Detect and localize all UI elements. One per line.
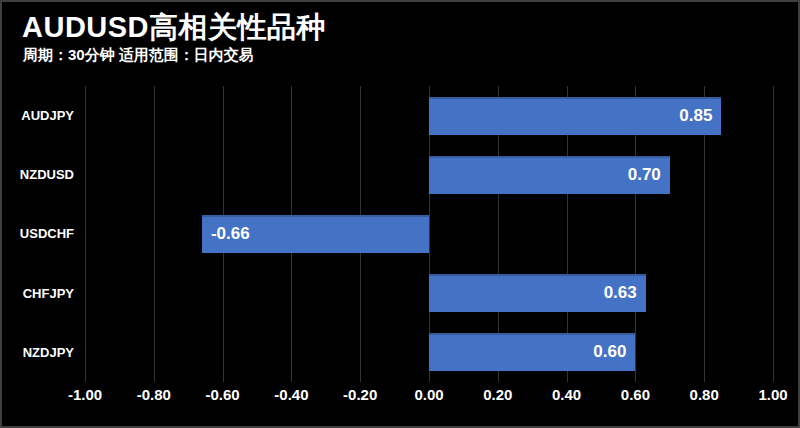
bar-row: 0.63 xyxy=(85,264,773,323)
bar-value-label: 0.63 xyxy=(604,274,637,312)
chart-title: AUDUSD高相关性品种 xyxy=(22,8,326,48)
bar-row: -0.66 xyxy=(85,204,773,263)
x-tick-label: 0.80 xyxy=(690,386,719,403)
bar-usdchf: -0.66 xyxy=(202,215,429,253)
bar-value-label: 0.60 xyxy=(593,333,626,371)
x-tick-label: 1.00 xyxy=(758,386,787,403)
x-tick-label: 0.60 xyxy=(621,386,650,403)
category-label-usdchf: USDCHF xyxy=(2,204,74,263)
bar-row: 0.60 xyxy=(85,323,773,382)
bar-row: 0.70 xyxy=(85,145,773,204)
x-tick-label: -0.40 xyxy=(274,386,308,403)
bar-value-label: 0.70 xyxy=(628,156,661,194)
x-tick-label: -1.00 xyxy=(68,386,102,403)
bar-audjpy: 0.85 xyxy=(429,97,721,135)
bar-row: 0.85 xyxy=(85,86,773,145)
x-tick-label: 0.40 xyxy=(552,386,581,403)
bar-value-label: 0.85 xyxy=(679,97,712,135)
x-tick-label: 0.00 xyxy=(414,386,443,403)
category-label-chfjpy: CHFJPY xyxy=(2,264,74,323)
x-axis: -1.00-0.80-0.60-0.40-0.200.000.200.400.6… xyxy=(85,386,773,404)
x-tick-label: -0.80 xyxy=(137,386,171,403)
bar-nzdusd: 0.70 xyxy=(429,156,670,194)
x-tick-label: 0.20 xyxy=(483,386,512,403)
gridline xyxy=(773,86,774,382)
category-label-nzdjpy: NZDJPY xyxy=(2,323,74,382)
category-label-audjpy: AUDJPY xyxy=(2,86,74,145)
correlation-chart-panel: AUDUSD高相关性品种 周期：30分钟 适用范围：日内交易 0.85 0.70 -… xyxy=(0,0,800,428)
bar-chfjpy: 0.63 xyxy=(429,274,646,312)
bar-value-label: -0.66 xyxy=(211,215,250,253)
x-tick-label: -0.20 xyxy=(343,386,377,403)
chart-subtitle: 周期：30分钟 适用范围：日内交易 xyxy=(23,46,254,65)
bar-nzdjpy: 0.60 xyxy=(429,333,635,371)
x-tick-label: -0.60 xyxy=(205,386,239,403)
plot-area: 0.85 0.70 -0.66 0.63 0.60 xyxy=(85,86,773,382)
category-label-nzdusd: NZDUSD xyxy=(2,145,74,204)
